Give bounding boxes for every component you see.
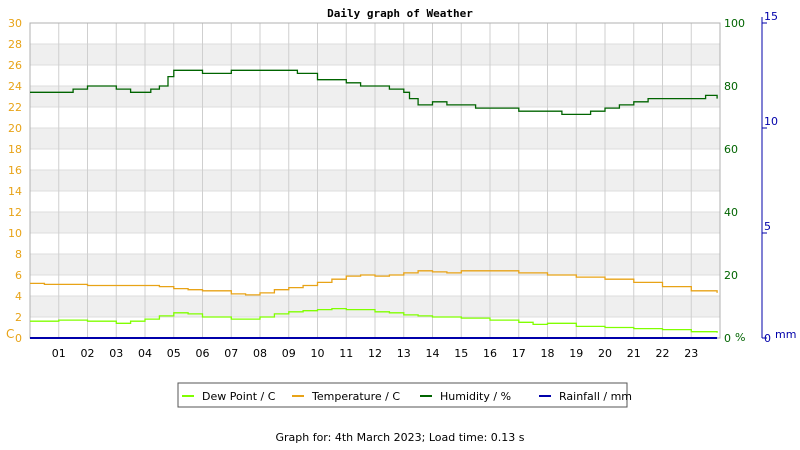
left-axis-tick-label: 4 (15, 290, 22, 303)
humidity-axis-tick-label: 20 (724, 269, 738, 282)
legend-label: Humidity / % (440, 390, 511, 403)
plot-area: 01 02 03 04 05 06 07 08 09 10 11 12 13 14 15 16 17 18 19 20… (8, 10, 778, 360)
humidity-axis-unit-label: % (735, 331, 745, 344)
series-line-dew-point-c (30, 307, 718, 333)
x-tick-label: 20 (598, 347, 612, 360)
x-tick-label: 16 (483, 347, 497, 360)
left-axis-tick-label: 30 (8, 17, 22, 30)
rainfall-axis-tick-label: 5 (764, 220, 771, 233)
x-tick-label: 01 (52, 347, 66, 360)
rainfall-axis-unit-label: mm (775, 328, 796, 341)
left-axis-tick-label: 22 (8, 101, 22, 114)
left-axis-tick-label: 18 (8, 143, 22, 156)
legend: Dew Point / C Temperature / C Humidity / %… (177, 382, 632, 408)
legend-label: Dew Point / C (202, 390, 276, 403)
x-tick-label: 19 (569, 347, 583, 360)
rainfall-axis-tick-label: 0 (764, 332, 771, 345)
left-axis-tick-label: 20 (8, 122, 22, 135)
legend-label: Rainfall / mm (559, 390, 632, 403)
series-line-humidity (30, 69, 718, 116)
x-tick-label: 13 (397, 347, 411, 360)
chart-title: Daily graph of Weather (327, 7, 473, 20)
rainfall-axis-tick-label: 15 (764, 10, 778, 23)
x-tick-label: 10 (311, 347, 325, 360)
x-tick-label: 09 (282, 347, 296, 360)
x-tick-label: 23 (684, 347, 698, 360)
x-tick-label: 22 (656, 347, 670, 360)
x-tick-label: 12 (368, 347, 382, 360)
x-tick-label: 02 (81, 347, 95, 360)
x-tick-label: 05 (167, 347, 181, 360)
x-tick-label: 06 (196, 347, 210, 360)
left-axis-tick-label: 12 (8, 206, 22, 219)
humidity-axis-tick-label: 100 (724, 17, 745, 30)
x-tick-label: 08 (253, 347, 267, 360)
series-line-temperature-c (30, 270, 718, 296)
x-tick-label: 14 (426, 347, 440, 360)
left-axis-tick-label: 26 (8, 59, 22, 72)
x-tick-label: 03 (109, 347, 123, 360)
left-axis-tick-label: 6 (15, 269, 22, 282)
left-axis-tick-label: 24 (8, 80, 22, 93)
x-tick-label: 18 (541, 347, 555, 360)
legend-label: Temperature / C (311, 390, 400, 403)
x-tick-label: 17 (512, 347, 526, 360)
left-axis-tick-label: 0 (15, 332, 22, 345)
left-axis-tick-label: 28 (8, 38, 22, 51)
x-tick-label: 15 (454, 347, 468, 360)
left-axis-unit-label: C (6, 327, 14, 341)
humidity-axis-tick-label: 40 (724, 206, 738, 219)
legend-box (177, 382, 628, 408)
humidity-axis-tick-label: 80 (724, 80, 738, 93)
x-tick-label: 04 (138, 347, 152, 360)
x-tick-label: 11 (339, 347, 353, 360)
humidity-axis-tick-label: 0 (724, 332, 731, 345)
left-axis-tick-label: 14 (8, 185, 22, 198)
rainfall-axis-tick-label: 10 (764, 115, 778, 128)
x-tick-label: 07 (224, 347, 238, 360)
left-axis-tick-label: 8 (15, 248, 22, 261)
left-axis-tick-label: 10 (8, 227, 22, 240)
left-axis-tick-label: 16 (8, 164, 22, 177)
humidity-axis-tick-label: 60 (724, 143, 738, 156)
left-axis-tick-label: 2 (15, 311, 22, 324)
footer-status: Graph for: 4th March 2023; Load time: 0.… (275, 431, 525, 444)
x-tick-label: 21 (627, 347, 641, 360)
